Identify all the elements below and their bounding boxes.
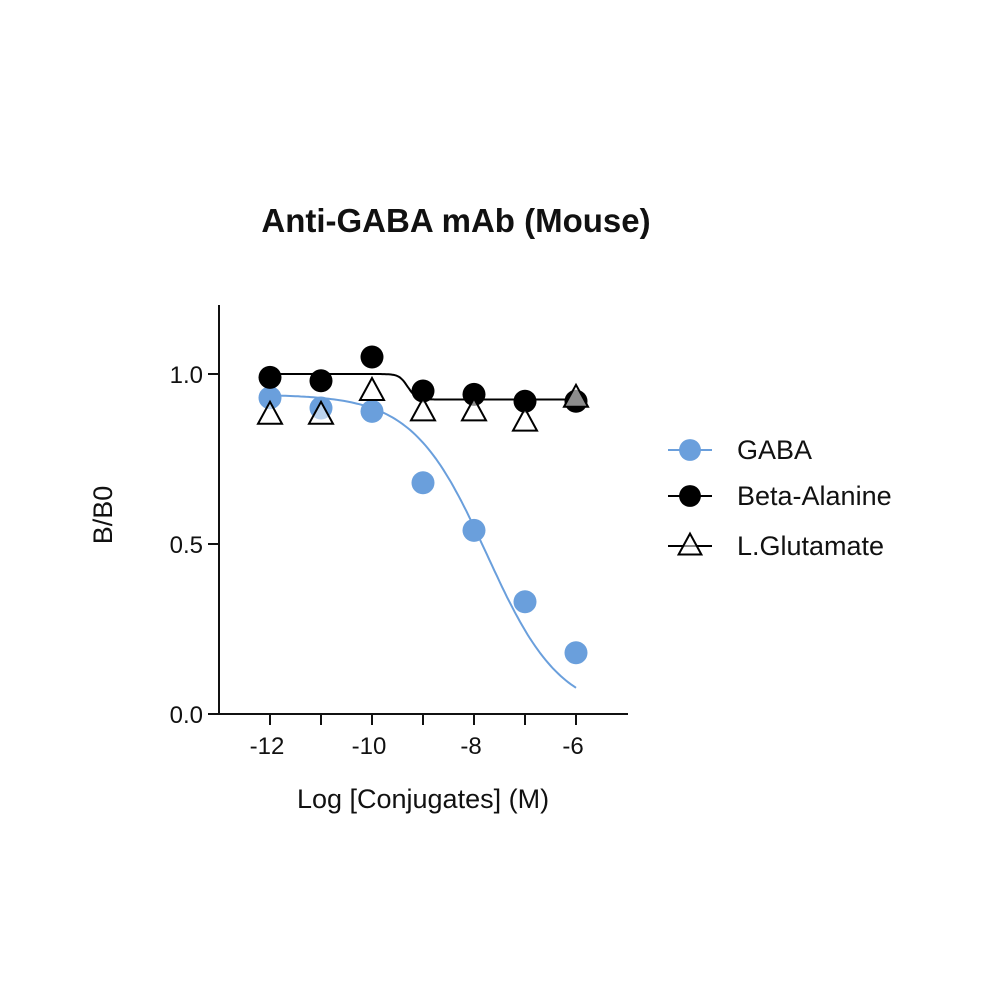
- x-tick-label: -10: [352, 733, 387, 760]
- data-point: [462, 382, 486, 406]
- series-l-glutamate: [256, 375, 590, 432]
- y-axis-label: B/B0: [88, 486, 118, 545]
- legend-item: Beta-Alanine: [668, 481, 892, 511]
- legend-label: GABA: [737, 435, 812, 465]
- legend-label: L.Glutamate: [737, 531, 884, 561]
- data-point: [309, 369, 333, 393]
- legend: GABA Beta-Alanine L.Glutamate: [668, 435, 892, 561]
- axes: 0.0 0.5 1.0 -12 -10 -8 -6: [170, 305, 628, 760]
- x-tick-label: -8: [460, 733, 481, 760]
- legend-marker: [679, 439, 701, 461]
- data-point: [258, 365, 282, 389]
- data-point: [513, 389, 537, 413]
- legend-marker: [676, 531, 704, 556]
- legend-marker: [679, 485, 701, 507]
- data-point: [511, 406, 539, 432]
- data-point: [360, 399, 384, 423]
- y-tick-label: 0.0: [170, 702, 203, 729]
- y-tick-label: 1.0: [170, 362, 203, 389]
- x-tick-label: -12: [250, 733, 285, 760]
- y-tick-label: 0.5: [170, 532, 203, 559]
- data-points: [256, 345, 590, 665]
- x-axis-label: Log [Conjugates] (M): [297, 784, 549, 814]
- data-point: [462, 518, 486, 542]
- x-tick-label: -6: [562, 733, 583, 760]
- data-point: [307, 399, 335, 425]
- data-point: [258, 386, 282, 410]
- data-point: [411, 471, 435, 495]
- data-point: [358, 375, 386, 401]
- data-point: [564, 641, 588, 665]
- data-point: [460, 396, 488, 422]
- data-point: [513, 590, 537, 614]
- data-point: [411, 379, 435, 403]
- data-point: [360, 345, 384, 369]
- gaba-fit-curve: [269, 394, 577, 689]
- legend-item: L.Glutamate: [668, 531, 884, 561]
- legend-label: Beta-Alanine: [737, 481, 892, 511]
- data-point: [562, 382, 590, 408]
- chart-title: Anti-GABA mAb (Mouse): [261, 202, 650, 239]
- legend-item: GABA: [668, 435, 812, 465]
- data-point: [256, 399, 284, 425]
- data-point: [409, 396, 437, 422]
- series-gaba: [258, 386, 588, 665]
